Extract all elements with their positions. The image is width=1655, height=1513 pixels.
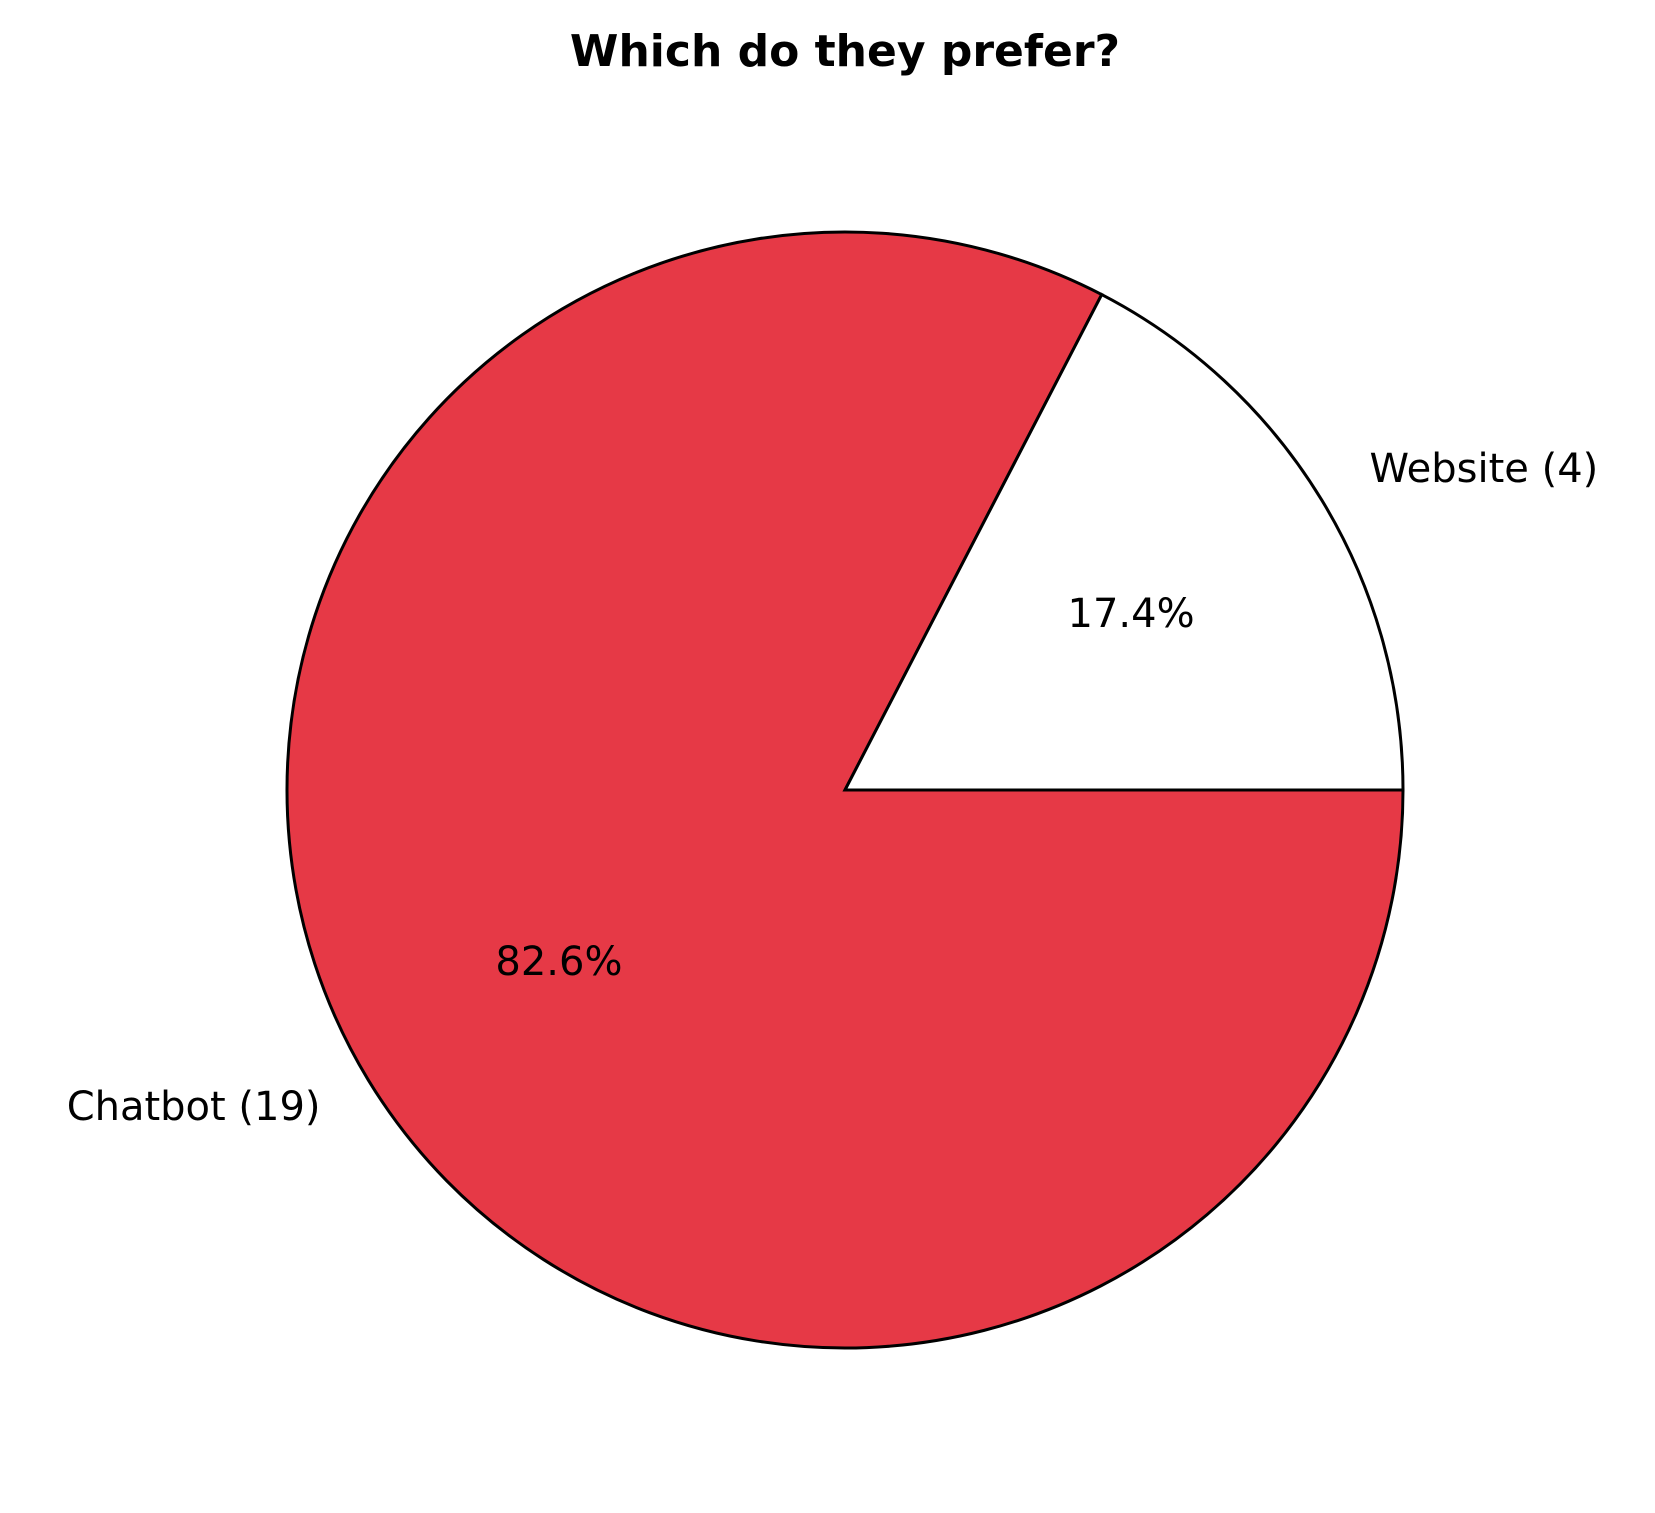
pie-pct-label-chatbot: 82.6% bbox=[495, 939, 622, 985]
pie-pct-label-website: 17.4% bbox=[1068, 591, 1195, 637]
chart-title: Which do they prefer? bbox=[570, 26, 1120, 77]
pie-label-chatbot: Chatbot (19) bbox=[67, 1084, 321, 1130]
pie-slices bbox=[287, 232, 1403, 1348]
pie-label-website: Website (4) bbox=[1369, 446, 1598, 492]
